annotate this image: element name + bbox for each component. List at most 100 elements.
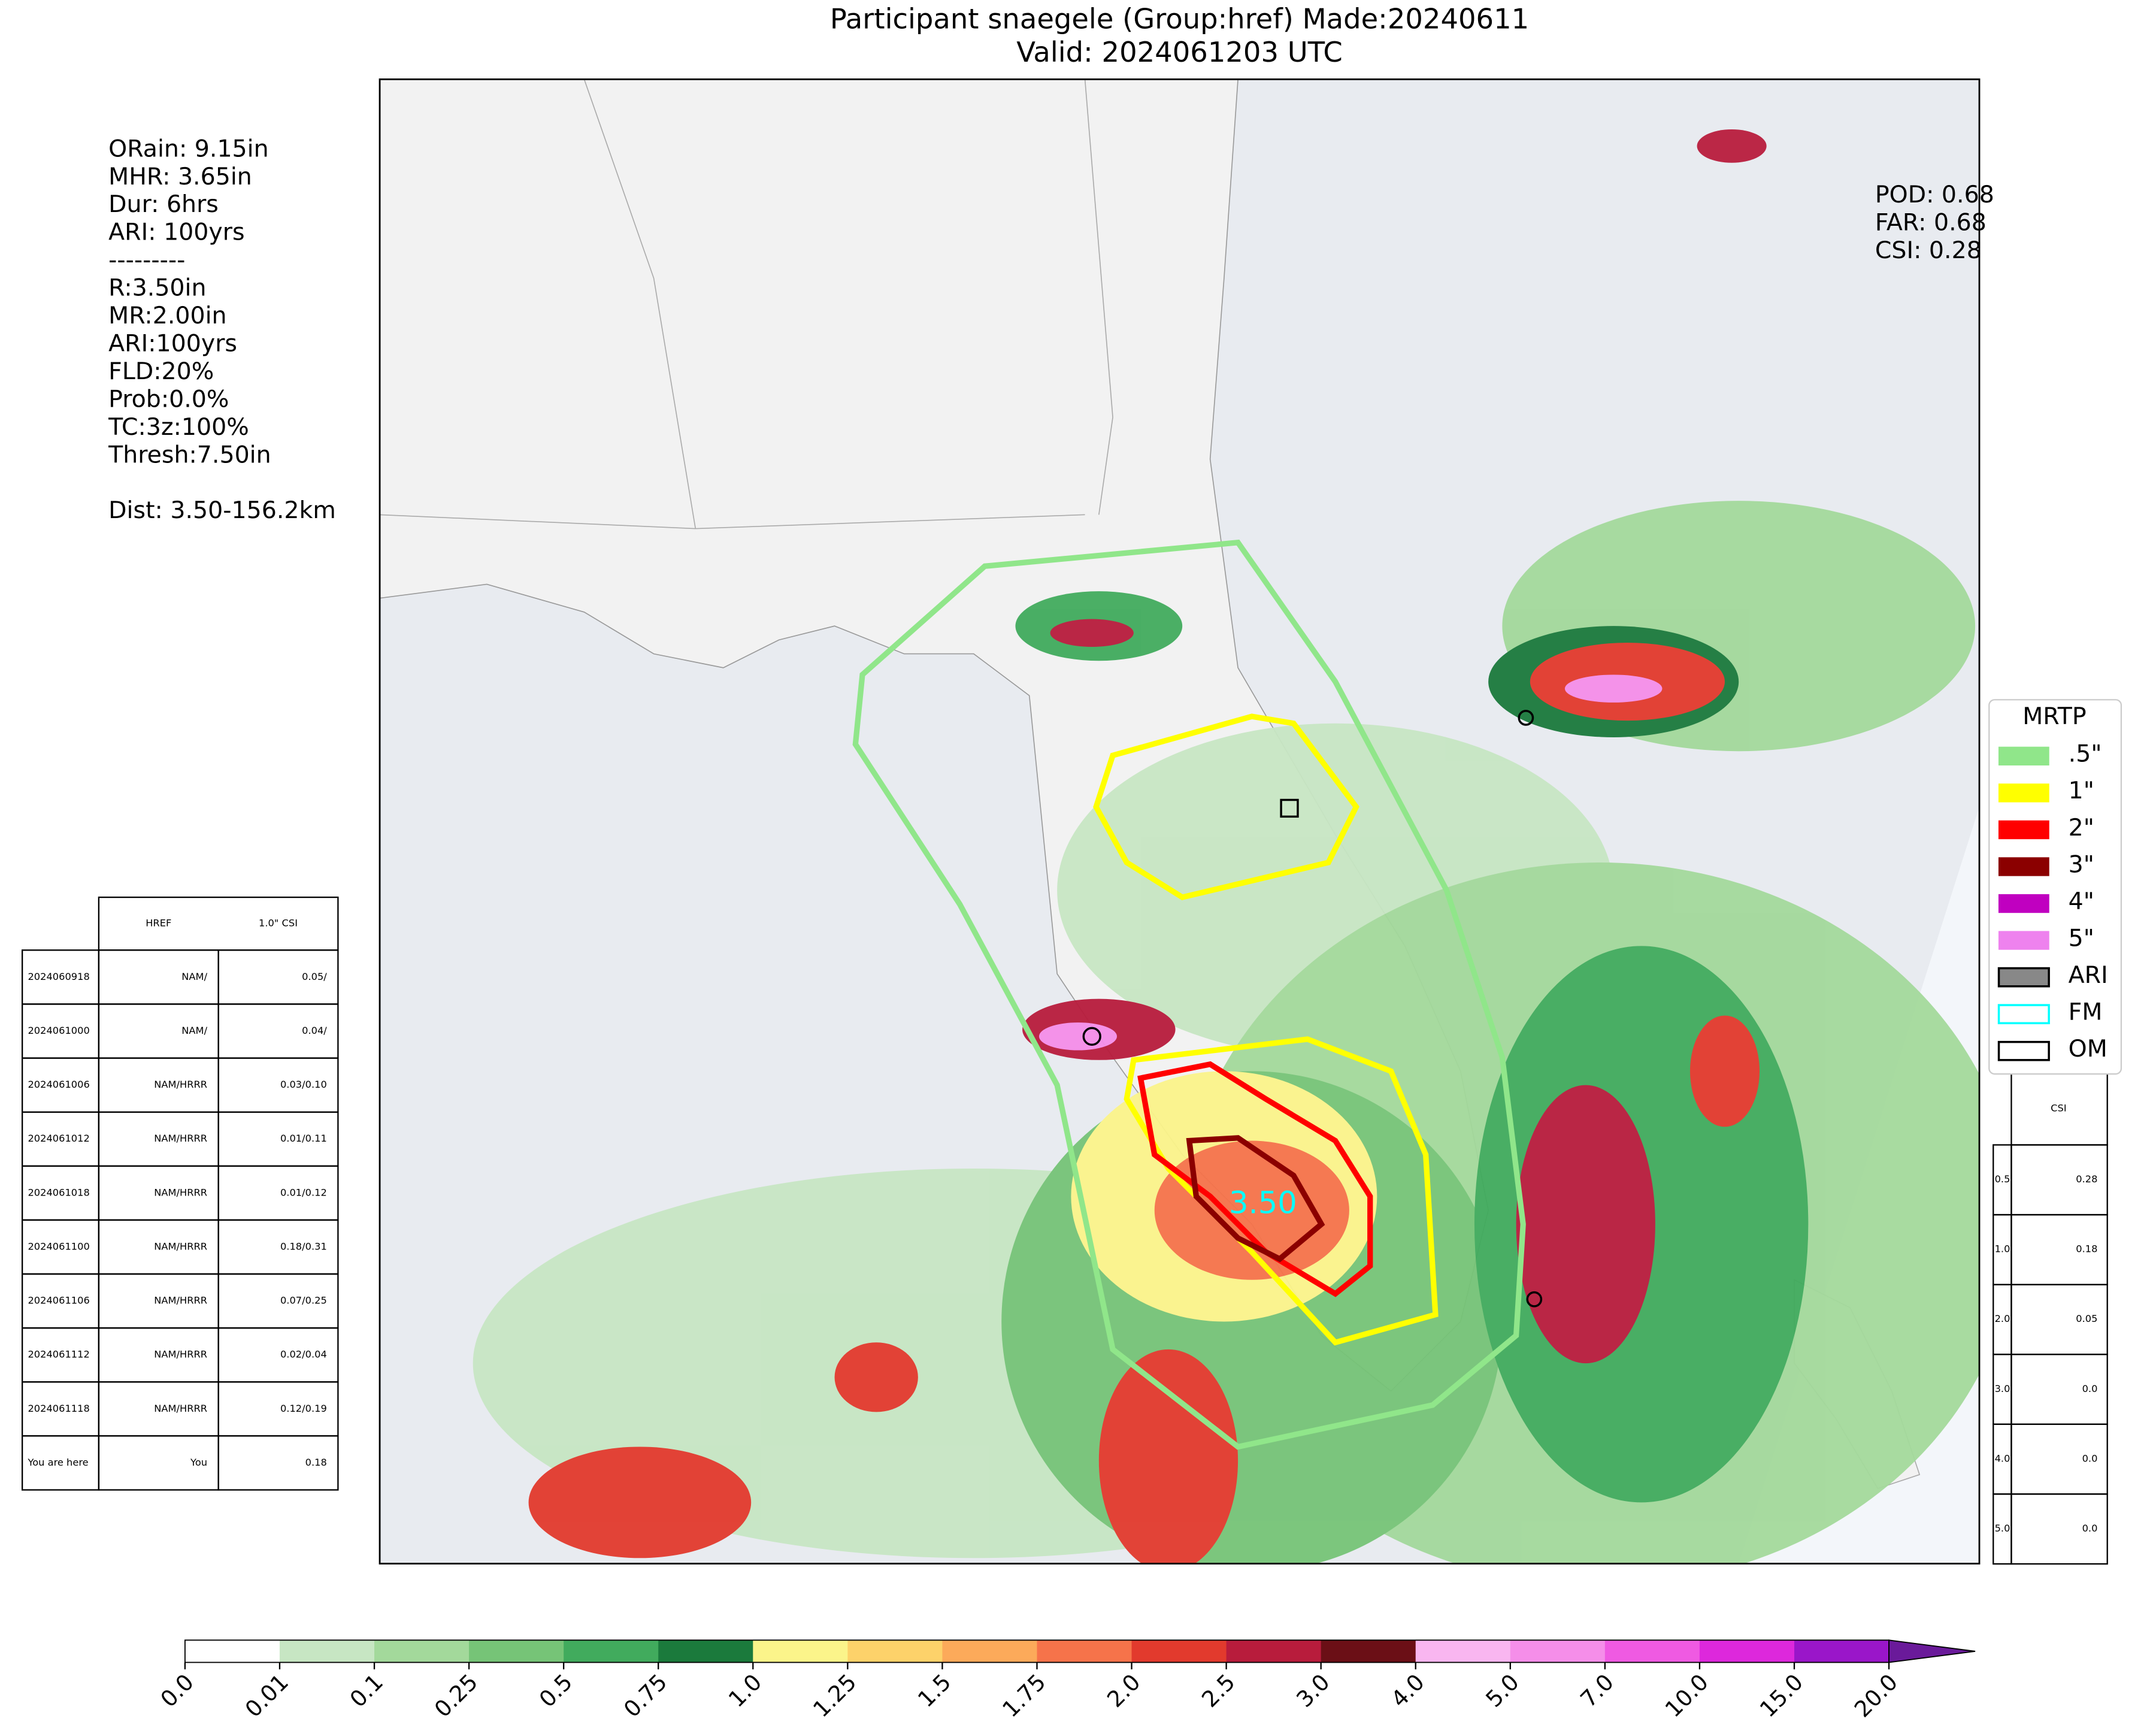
colorbar-bin — [469, 1640, 564, 1663]
colorbar-bin — [374, 1640, 470, 1663]
colorbar-bin — [1131, 1640, 1227, 1663]
colorbar-label: 1.0 — [723, 1669, 767, 1712]
right-table: CSI 0.5 0.28 1.0 0.18 2.0 0.05 3.0 0.0 4.0 0.0 5.0 0… — [1993, 1070, 2108, 1565]
colorbar-label: 1.75 — [998, 1669, 1051, 1723]
table-cell-text: 0.05 — [2076, 1313, 2097, 1324]
colorbar-label: 2.0 — [1102, 1669, 1145, 1712]
colorbar-bin — [942, 1640, 1038, 1663]
table-cell-text: NAM/ — [181, 1025, 207, 1036]
colorbar-bin — [1415, 1640, 1511, 1663]
table-cell-text: NAM/HRRR — [154, 1295, 207, 1306]
table-cell-text: 2.0 — [1995, 1313, 2010, 1324]
colorbar-bin — [1510, 1640, 1606, 1663]
table-cell-text: NAM/HRRR — [154, 1403, 207, 1414]
colorbar: 0.0 0.01 0.1 0.25 0.5 0.75 1.0 1.25 1.5 1.75 2.0 2.… — [156, 1639, 1976, 1723]
legend-swatch — [1997, 1004, 2050, 1024]
colorbar-bin — [753, 1640, 849, 1663]
colorbar-bin — [1037, 1640, 1132, 1663]
table-cell-text: 0.0 — [2082, 1523, 2098, 1534]
table-cell-text: You are here — [27, 1457, 88, 1468]
table-cell-text: 2024061106 — [28, 1295, 89, 1306]
legend-swatch — [1998, 820, 2049, 840]
table-cell-text: 0.01/0.11 — [280, 1133, 327, 1144]
colorbar-label: 0.0 — [156, 1669, 199, 1712]
table-cell-text: 4.0 — [1995, 1452, 2010, 1464]
table-cell-text: NAM/HRRR — [154, 1187, 207, 1198]
legend-swatch — [1998, 783, 2049, 803]
legend-swatch — [1998, 857, 2049, 876]
table-cell-text: 0.01/0.12 — [280, 1187, 327, 1198]
stat-line: FLD:20% — [108, 358, 214, 385]
stat-line: ORain: 9.15in — [108, 135, 269, 162]
legend-label: 5" — [2069, 924, 2094, 952]
table-cell-text: 2024061012 — [28, 1133, 89, 1144]
table-header: HREF — [146, 918, 171, 929]
stat-line: Thresh:7.50in — [108, 441, 271, 468]
table-cell-text: 1.0 — [1995, 1243, 2010, 1255]
stat-line: ARI:100yrs — [108, 330, 237, 358]
table-cell-text: 0.03/0.10 — [280, 1079, 327, 1090]
legend-label: FM — [2069, 998, 2103, 1026]
table-cell-text: 0.28 — [2076, 1173, 2097, 1185]
colorbar-bin — [1699, 1640, 1795, 1663]
table-cell-text: 0.18/0.31 — [280, 1240, 327, 1252]
table-header: 1.0" CSI — [259, 918, 298, 929]
table-cell-text: 0.18 — [305, 1457, 327, 1468]
table-cell-text: 2024061112 — [28, 1349, 89, 1360]
table-cell-text: NAM/ — [181, 971, 207, 982]
stat-line: CSI: 0.28 — [1875, 237, 1982, 264]
legend-swatch — [1998, 931, 2049, 950]
legend-swatch — [1997, 1040, 2050, 1061]
colorbar-label: 4.0 — [1386, 1669, 1430, 1712]
legend-swatch — [1997, 967, 2050, 988]
stat-line: Dist: 3.50-156.2km — [108, 497, 336, 524]
table-cell-text: 2024061006 — [28, 1079, 89, 1090]
stat-line: TC:3z:100% — [108, 413, 249, 441]
colorbar-label: 1.5 — [913, 1669, 956, 1712]
table-cell-text: 0.12/0.19 — [280, 1403, 327, 1414]
legend-label: 1" — [2069, 777, 2094, 804]
colorbar-bin — [847, 1640, 943, 1663]
table-cell-text: 5.0 — [1995, 1523, 2010, 1534]
table-cell-text: 2024060918 — [28, 971, 89, 982]
map: 3.50 — [380, 79, 1980, 1564]
stat-line: Dur: 6hrs — [108, 190, 219, 218]
table-cell-text: 0.5 — [1995, 1173, 2010, 1185]
table-cell-text: 0.0 — [2082, 1452, 2098, 1464]
colorbar-label: 0.1 — [345, 1669, 388, 1712]
colorbar-label: 2.5 — [1197, 1669, 1240, 1712]
table-cell — [98, 896, 339, 951]
legend-label: .5" — [2069, 740, 2102, 768]
colorbar-label: 15.0 — [1755, 1669, 1808, 1723]
table-cell — [2010, 1493, 2108, 1565]
table-cell-text: 0.07/0.25 — [280, 1295, 327, 1306]
left-table: HREF 1.0" CSI 2024060918 NAM/0.05/202406100… — [22, 896, 339, 1491]
colorbar-label: 7.0 — [1576, 1669, 1619, 1712]
legend-label: 2" — [2069, 814, 2094, 842]
colorbar-bin — [1321, 1640, 1416, 1663]
legend-label: 4" — [2069, 888, 2094, 915]
table-cell-text: You — [190, 1457, 207, 1468]
colorbar-bin — [184, 1640, 280, 1663]
colorbar-label: 0.75 — [619, 1669, 672, 1723]
stat-line: --------- — [108, 246, 185, 274]
title: Participant snaegele (Group:href) Made:2… — [830, 2, 1529, 35]
table-cell-text: 0.05/ — [302, 971, 327, 982]
legend-swatch — [1998, 894, 2049, 913]
stat-line: Prob:0.0% — [108, 385, 229, 413]
table-cell-text: 3.0 — [1995, 1383, 2010, 1394]
colorbar-label: 1.25 — [808, 1669, 862, 1723]
legend-label: OM — [2069, 1035, 2107, 1063]
colorbar-label: 5.0 — [1481, 1669, 1524, 1712]
colorbar-label: 10.0 — [1660, 1669, 1713, 1723]
stat-line: R:3.50in — [108, 274, 206, 302]
map-frame — [378, 78, 1981, 1564]
table-cell — [217, 1435, 339, 1491]
stat-line: MHR: 3.65in — [108, 163, 252, 190]
colorbar-label: 3.0 — [1292, 1669, 1335, 1712]
stat-line: FAR: 0.68 — [1875, 208, 1987, 236]
table-cell-text: 0.04/ — [302, 1025, 327, 1036]
colorbar-bin — [1604, 1640, 1700, 1663]
